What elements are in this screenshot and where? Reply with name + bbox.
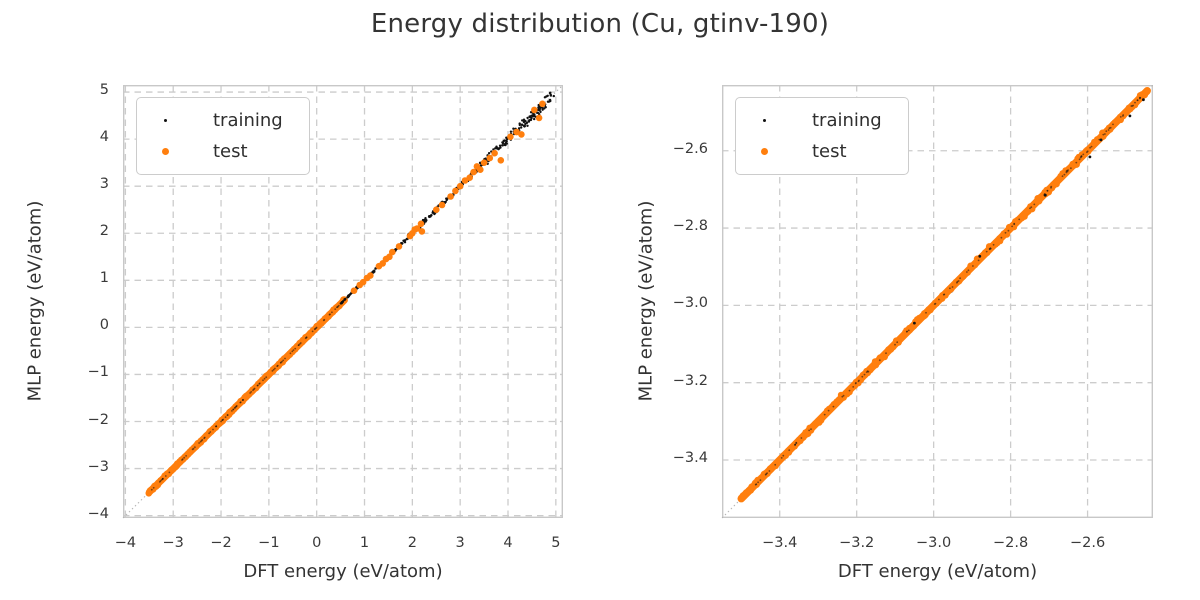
x-tick-label: 1	[359, 535, 370, 551]
x-tick-label: −2	[210, 535, 232, 551]
x-tick-label: −1	[258, 535, 280, 551]
legend-row-test: test	[143, 136, 283, 167]
y-tick-label: 3	[99, 176, 109, 193]
y-tick-label: −2.8	[672, 218, 708, 235]
legend-row-test: test	[742, 136, 882, 167]
legend: training test	[735, 97, 909, 175]
y-tick-label: 1	[99, 270, 109, 287]
x-tick-label: −3.2	[839, 535, 875, 551]
y-tick-label: −3.2	[672, 372, 708, 389]
y-tick-label: −2	[87, 411, 109, 428]
y-tick-label: −3.0	[672, 295, 708, 312]
x-tick-label: −3.4	[762, 535, 798, 551]
x-tick-label: 5	[551, 535, 561, 551]
y-tick-label: 2	[99, 223, 109, 240]
x-tick-label: 2	[407, 535, 417, 551]
y-axis-label: MLP energy (eV/atom)	[24, 200, 46, 402]
legend-row-training: training	[143, 105, 283, 136]
right-subplot: training test DFT energy (eV/atom) MLP e…	[636, 84, 1154, 582]
legend-training-label: training	[812, 110, 882, 131]
training-marker-icon	[163, 119, 167, 122]
training-marker-cell	[742, 119, 786, 122]
training-marker-cell	[143, 119, 187, 122]
y-tick-label: −4	[87, 505, 109, 522]
test-marker-cell	[742, 148, 786, 155]
y-axis-label: MLP energy (eV/atom)	[635, 200, 657, 402]
y-tick-label: 4	[99, 129, 109, 146]
x-tick-label: −3.0	[916, 535, 952, 551]
x-axis-label: DFT energy (eV/atom)	[243, 561, 443, 582]
legend: training test	[136, 97, 310, 175]
left-plot-canvas	[122, 84, 564, 519]
x-tick-label: −2.8	[993, 535, 1029, 551]
y-tick-label: 0	[99, 317, 109, 334]
test-marker-cell	[143, 148, 187, 155]
legend-row-training: training	[742, 105, 882, 136]
right-plot-canvas	[721, 84, 1154, 519]
y-tick-label: −2.6	[672, 140, 708, 157]
legend-test-label: test	[213, 141, 248, 162]
y-tick-label: −1	[87, 364, 109, 381]
figure-title: Energy distribution (Cu, gtinv-190)	[370, 9, 830, 39]
left-subplot: training test DFT energy (eV/atom) MLP e…	[25, 82, 564, 582]
training-marker-icon	[762, 119, 766, 122]
x-tick-label: 0	[312, 535, 322, 551]
legend-training-label: training	[213, 110, 283, 131]
x-tick-label: 3	[455, 535, 465, 551]
y-tick-label: −3	[87, 458, 109, 475]
test-marker-icon	[760, 148, 768, 155]
x-tick-label: 4	[503, 535, 513, 551]
x-tick-label: −3	[162, 535, 184, 551]
x-tick-label: −2.6	[1069, 535, 1106, 551]
legend-test-label: test	[812, 141, 847, 162]
y-tick-label: −3.4	[672, 450, 708, 466]
test-marker-icon	[161, 148, 169, 155]
x-axis-label: DFT energy (eV/atom)	[837, 561, 1038, 582]
x-tick-label: −4	[114, 535, 137, 551]
y-tick-label: 5	[99, 82, 109, 99]
